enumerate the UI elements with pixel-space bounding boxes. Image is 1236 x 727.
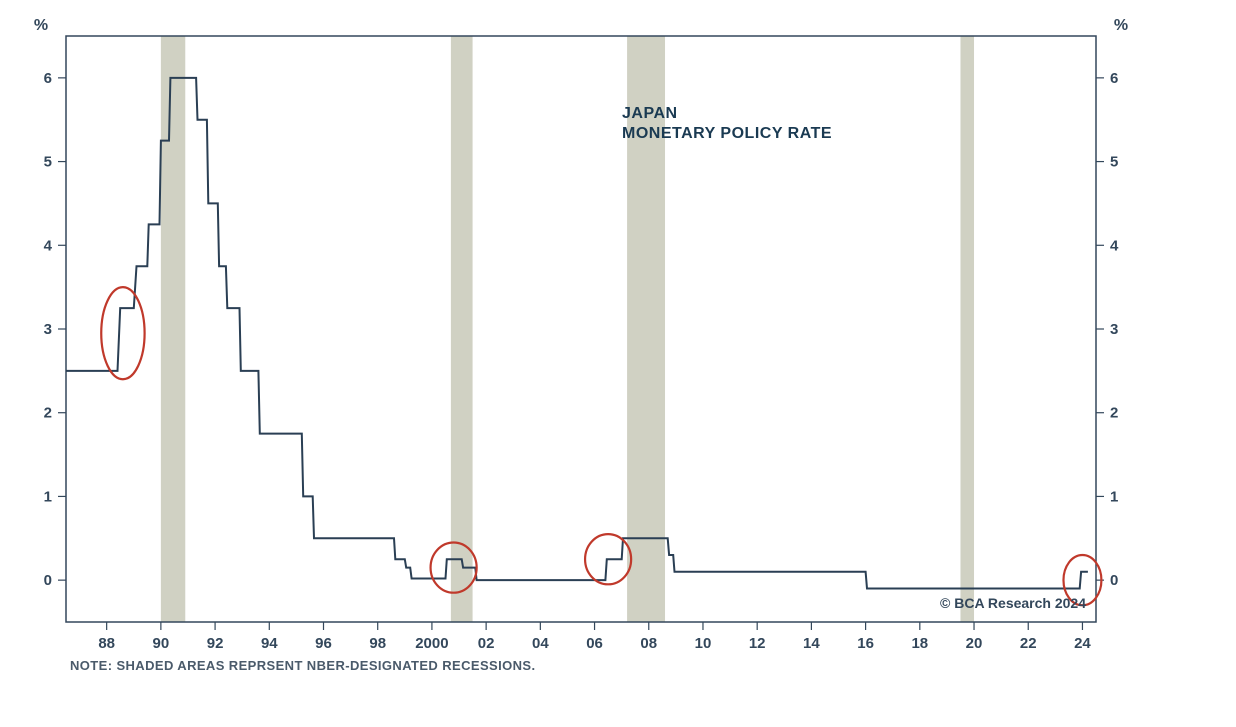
recession-band bbox=[161, 36, 185, 622]
x-tick-label: 94 bbox=[261, 635, 278, 652]
footnote: NOTE: SHADED AREAS REPRSENT NBER-DESIGNA… bbox=[70, 658, 536, 673]
y-tick-label-right: 5 bbox=[1110, 154, 1118, 171]
x-tick-label: 22 bbox=[1020, 635, 1037, 652]
x-tick-label: 98 bbox=[369, 635, 386, 652]
x-tick-label: 24 bbox=[1074, 635, 1091, 652]
y-tick-label-left: 4 bbox=[44, 237, 53, 254]
y-tick-label-left: 0 bbox=[44, 572, 52, 589]
y-tick-label-left: 2 bbox=[44, 405, 52, 422]
x-tick-label: 10 bbox=[695, 635, 712, 652]
x-tick-label: 88 bbox=[98, 635, 115, 652]
chart-title-line2: MONETARY POLICY RATE bbox=[622, 125, 832, 142]
y-tick-label-right: 1 bbox=[1110, 488, 1118, 505]
x-tick-label: 20 bbox=[966, 635, 983, 652]
recession-band bbox=[451, 36, 473, 622]
x-tick-label: 96 bbox=[315, 635, 332, 652]
y-unit-right: % bbox=[1114, 17, 1128, 34]
x-tick-label: 18 bbox=[911, 635, 928, 652]
chart-bg bbox=[0, 0, 1236, 727]
recession-band bbox=[960, 36, 974, 622]
chart-container: 0011223344556688909294969820000204060810… bbox=[0, 0, 1236, 727]
y-tick-label-left: 6 bbox=[44, 70, 52, 87]
y-tick-label-right: 6 bbox=[1110, 70, 1118, 87]
y-tick-label-left: 1 bbox=[44, 488, 52, 505]
y-tick-label-right: 2 bbox=[1110, 405, 1118, 422]
y-tick-label-right: 3 bbox=[1110, 321, 1118, 338]
x-tick-label: 12 bbox=[749, 635, 766, 652]
chart-title-line1: JAPAN bbox=[622, 105, 678, 122]
recession-band bbox=[627, 36, 665, 622]
x-tick-label: 14 bbox=[803, 635, 820, 652]
policy-rate-chart: 0011223344556688909294969820000204060810… bbox=[0, 0, 1236, 727]
x-tick-label: 16 bbox=[857, 635, 874, 652]
x-tick-label: 2000 bbox=[415, 635, 448, 652]
x-tick-label: 08 bbox=[640, 635, 657, 652]
copyright: © BCA Research 2024 bbox=[940, 595, 1086, 611]
y-tick-label-left: 3 bbox=[44, 321, 52, 338]
y-unit-left: % bbox=[34, 17, 48, 34]
y-tick-label-right: 0 bbox=[1110, 572, 1118, 589]
x-tick-label: 92 bbox=[207, 635, 224, 652]
y-tick-label-left: 5 bbox=[44, 154, 52, 171]
x-tick-label: 04 bbox=[532, 635, 549, 652]
x-tick-label: 02 bbox=[478, 635, 495, 652]
y-tick-label-right: 4 bbox=[1110, 237, 1119, 254]
x-tick-label: 90 bbox=[153, 635, 170, 652]
x-tick-label: 06 bbox=[586, 635, 603, 652]
